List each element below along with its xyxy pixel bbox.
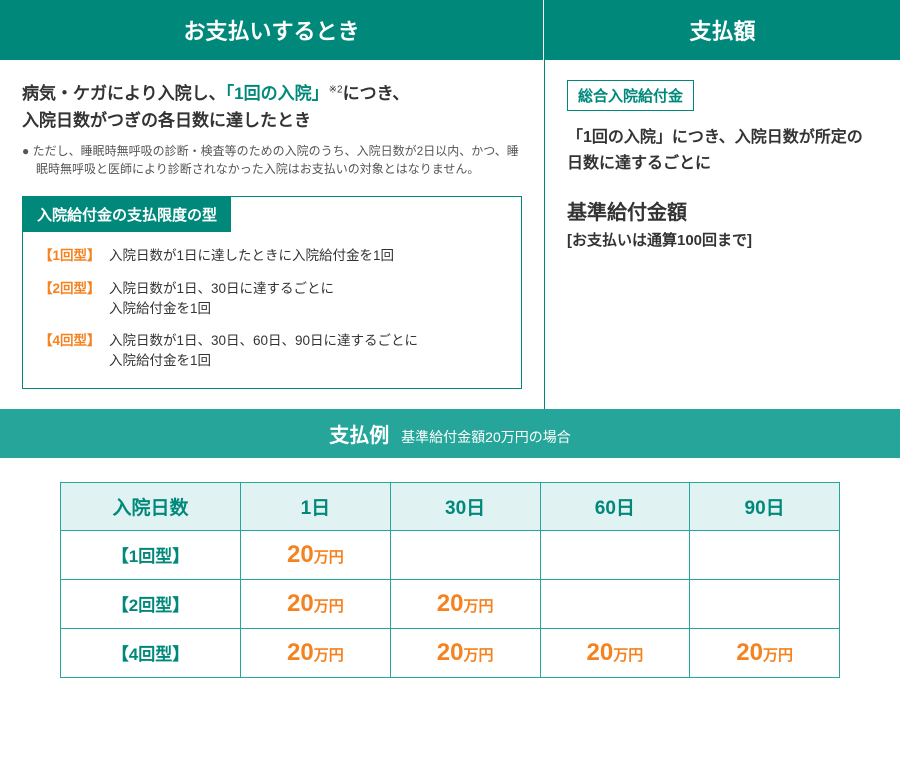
col-header: 90日 [690, 482, 840, 530]
table-cell [690, 579, 840, 628]
top-section: お支払いするとき 病気・ケガにより入院し、「1回の入院」※2につき、 入院日数が… [0, 0, 900, 409]
table-cell: 20万円 [390, 628, 540, 677]
type-label: 【4回型】 [39, 331, 109, 372]
left-note: ● ただし、睡眠時無呼吸の診断・検査等のための入院のうち、入院日数が2日以内、か… [22, 142, 522, 178]
table-header-row: 入院日数 1日 30日 60日 90日 [61, 482, 840, 530]
type-label: 【1回型】 [39, 246, 109, 266]
type-box-body: 【1回型】入院日数が1日に達したときに入院給付金を1回【2回型】入院日数が1日、… [23, 232, 521, 387]
table-row: 【2回型】 20万円 20万円 [61, 579, 840, 628]
table-cell [540, 530, 690, 579]
lead-pre: 病気・ケガにより入院し、 [22, 84, 226, 103]
table-cell [690, 530, 840, 579]
amount: 20万円 [287, 546, 344, 566]
left-content: 病気・ケガにより入院し、「1回の入院」※2につき、 入院日数がつぎの各日数に達し… [0, 60, 544, 409]
example-table-wrap: 入院日数 1日 30日 60日 90日 【1回型】20万円【2回型】20万円20… [0, 458, 900, 708]
kijun-title: 基準給付金額 [567, 196, 878, 225]
type-row: 【2回型】入院日数が1日、30日に達するごとに入院給付金を1回 [39, 279, 505, 320]
benefit-badge: 総合入院給付金 [567, 80, 694, 111]
row-label: 【4回型】 [61, 628, 241, 677]
amount: 20万円 [287, 644, 344, 664]
row-label: 【1回型】 [61, 530, 241, 579]
amount: 20万円 [287, 595, 344, 615]
table-cell: 20万円 [390, 579, 540, 628]
table-cell: 20万円 [241, 530, 391, 579]
type-text: 入院日数が1日に達したときに入院給付金を1回 [109, 246, 505, 266]
table-cell: 20万円 [690, 628, 840, 677]
right-column: 支払額 総合入院給付金 「1回の入院」につき、入院日数が所定の日数に達するごとに… [545, 0, 900, 409]
table-cell: 20万円 [241, 579, 391, 628]
payment-table: 入院日数 1日 30日 60日 90日 【1回型】20万円【2回型】20万円20… [60, 482, 840, 678]
amount: 20万円 [437, 644, 494, 664]
type-text: 入院日数が1日、30日に達するごとに入院給付金を1回 [109, 279, 505, 320]
type-box-title: 入院給付金の支払限度の型 [23, 197, 231, 232]
type-row: 【4回型】入院日数が1日、30日、60日、90日に達するごとに入院給付金を1回 [39, 331, 505, 372]
row-label: 【2回型】 [61, 579, 241, 628]
lead-sup: ※2 [329, 84, 343, 95]
type-text: 入院日数が1日、30日、60日、90日に達するごとに入院給付金を1回 [109, 331, 505, 372]
col-header: 60日 [540, 482, 690, 530]
table-row: 【1回型】 20万円 [61, 530, 840, 579]
table-cell: 20万円 [241, 628, 391, 677]
left-column: お支払いするとき 病気・ケガにより入院し、「1回の入院」※2につき、 入院日数が… [0, 0, 545, 409]
example-title: 支払例 [329, 425, 389, 447]
type-box: 入院給付金の支払限度の型 【1回型】入院日数が1日に達したときに入院給付金を1回… [22, 196, 522, 388]
amount: 20万円 [587, 644, 644, 664]
right-content: 総合入院給付金 「1回の入院」につき、入院日数が所定の日数に達するごとに 基準給… [545, 60, 900, 270]
table-cell [390, 530, 540, 579]
table-row: 【4回型】 20万円 20万円 20万円 20万円 [61, 628, 840, 677]
example-header: 支払例 基準給付金額20万円の場合 [0, 409, 900, 458]
left-header: お支払いするとき [0, 0, 544, 60]
kijun-sub: [お支払いは通算100回まで] [567, 229, 878, 250]
lead-post1: につき、 [343, 84, 410, 103]
document-root: お支払いするとき 病気・ケガにより入院し、「1回の入院」※2につき、 入院日数が… [0, 0, 900, 708]
right-lead: 「1回の入院」につき、入院日数が所定の日数に達するごとに [567, 125, 878, 176]
type-label: 【2回型】 [39, 279, 109, 320]
left-lead: 病気・ケガにより入院し、「1回の入院」※2につき、 入院日数がつぎの各日数に達し… [22, 80, 522, 134]
type-row: 【1回型】入院日数が1日に達したときに入院給付金を1回 [39, 246, 505, 266]
amount: 20万円 [437, 595, 494, 615]
col-header: 30日 [390, 482, 540, 530]
lead-highlight: 「1回の入院」 [226, 84, 329, 103]
table-cell: 20万円 [540, 628, 690, 677]
col-header: 1日 [241, 482, 391, 530]
example-subtitle: 基準給付金額20万円の場合 [401, 429, 571, 445]
table-cell [540, 579, 690, 628]
amount: 20万円 [736, 644, 793, 664]
lead-post2: 入院日数がつぎの各日数に達したとき [22, 111, 311, 130]
right-header: 支払額 [545, 0, 900, 60]
col-header-days: 入院日数 [61, 482, 241, 530]
